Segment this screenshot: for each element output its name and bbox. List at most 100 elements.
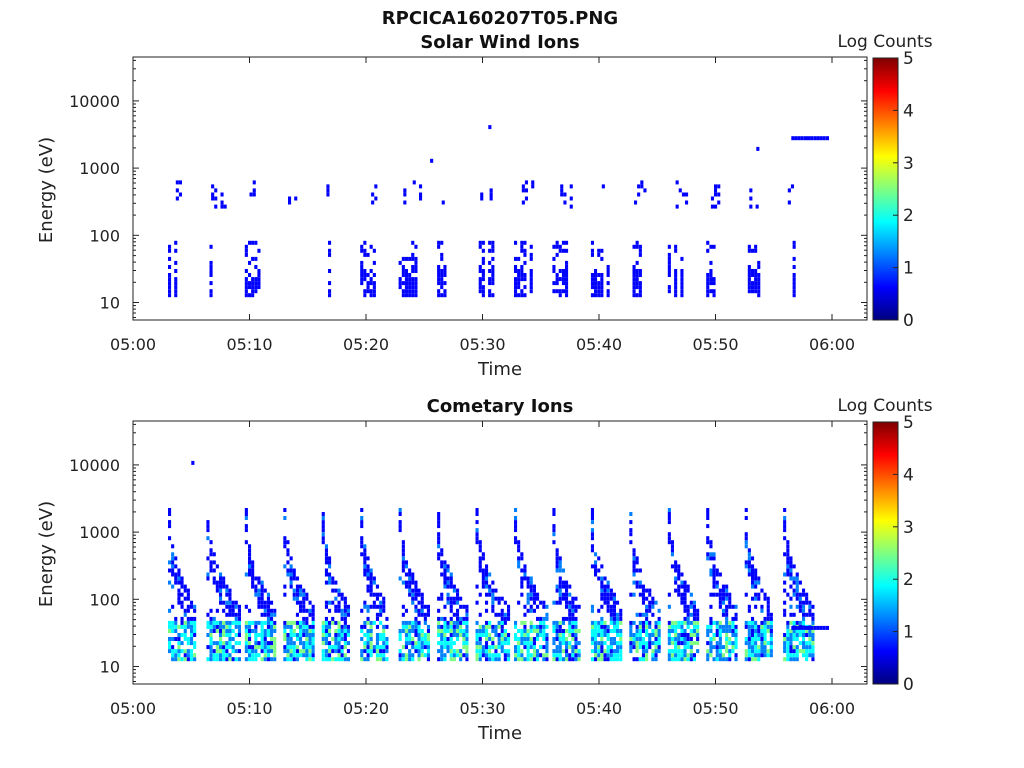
heatmap-cell: [379, 633, 383, 637]
heatmap-cell: [183, 633, 187, 637]
y-axis-label: Energy (eV): [36, 501, 57, 607]
heatmap-cell: [443, 269, 447, 273]
heatmap-cell: [805, 657, 809, 662]
heatmap-cell: [260, 657, 264, 662]
heatmap-cell: [337, 608, 341, 613]
heatmap-cell: [629, 637, 633, 641]
heatmap-cell: [404, 277, 408, 282]
colorbar-label: Log Counts: [837, 396, 932, 416]
heatmap-cell: [222, 608, 226, 613]
heatmap-cell: [456, 653, 460, 658]
heatmap-cell: [437, 608, 441, 613]
heatmap-cell: [481, 653, 485, 658]
heatmap-cell: [244, 244, 248, 249]
heatmap-cell: [597, 633, 601, 637]
heatmap-cell: [603, 592, 607, 597]
heatmap-cell: [215, 657, 219, 662]
heatmap-cell: [488, 269, 492, 273]
figure-title: RPCICA160207T05.PNG: [382, 8, 618, 29]
heatmap-cell: [369, 281, 373, 286]
heatmap-cell: [401, 612, 405, 617]
heatmap-cell: [171, 620, 175, 625]
heatmap-cell: [426, 608, 430, 613]
heatmap-cell: [266, 657, 270, 662]
heatmap-cell: [786, 653, 790, 658]
heatmap-cell: [186, 616, 190, 621]
heatmap-cell: [411, 596, 415, 601]
x-tick-label: 05:00: [110, 335, 156, 354]
colorbar-tick-label: 1: [903, 259, 914, 279]
heatmap-cell: [706, 540, 710, 545]
heatmap-cell: [363, 556, 367, 561]
heatmap-cell: [792, 277, 796, 282]
heatmap-cell: [600, 649, 604, 654]
heatmap-cell: [372, 645, 376, 650]
heatmap-cell: [500, 645, 504, 650]
heatmap-cell: [574, 616, 578, 621]
heatmap-cell: [414, 608, 418, 613]
heatmap-cell: [260, 592, 264, 597]
heatmap-cell: [667, 289, 671, 294]
heatmap-cell: [542, 600, 546, 605]
heatmap-cell: [311, 637, 315, 641]
heatmap-cell: [760, 588, 764, 593]
heatmap-cell: [751, 645, 755, 650]
heatmap-cell: [725, 649, 729, 654]
heatmap-cell: [237, 649, 241, 654]
heatmap-cell: [248, 556, 252, 561]
heatmap-cell: [372, 281, 376, 286]
heatmap-cell: [401, 273, 405, 277]
heatmap-cell: [366, 285, 370, 290]
colorbar-gradient: [872, 421, 899, 685]
heatmap-cell: [600, 645, 604, 650]
heatmap-cell: [214, 188, 218, 193]
heatmap-cell: [488, 277, 492, 282]
heatmap-cell: [507, 653, 511, 658]
heatmap-cell: [568, 604, 572, 609]
heatmap-cell: [308, 645, 312, 650]
heatmap-cell: [590, 277, 594, 282]
heatmap-cell: [791, 136, 795, 141]
heatmap-cell: [414, 584, 418, 589]
heatmap-cell: [603, 641, 607, 646]
heatmap-cell: [822, 625, 826, 630]
heatmap-cell: [609, 604, 613, 609]
heatmap-cell: [555, 560, 559, 565]
heatmap-cell: [797, 625, 801, 630]
heatmap-cell: [337, 633, 341, 637]
heatmap-cell: [709, 552, 713, 557]
heatmap-cell: [645, 620, 649, 625]
heatmap-cell: [328, 252, 332, 257]
heatmap-cell: [709, 260, 713, 265]
heatmap-cell: [231, 645, 235, 650]
heatmap-cell: [532, 584, 536, 589]
heatmap-cell: [552, 528, 556, 533]
heatmap-cell: [629, 633, 633, 637]
heatmap-cell: [651, 641, 655, 646]
heatmap-cell: [485, 584, 489, 589]
heatmap-cell: [545, 624, 549, 629]
heatmap-cell: [590, 512, 594, 516]
heatmap-cell: [529, 657, 533, 662]
heatmap-cell: [568, 645, 572, 650]
heatmap-cell: [685, 200, 689, 205]
heatmap-cell: [382, 653, 386, 658]
heatmap-cell: [337, 641, 341, 646]
heatmap-cell: [616, 657, 620, 662]
heatmap-cell: [366, 633, 370, 637]
heatmap-cell: [244, 508, 248, 512]
heatmap-cell: [260, 600, 264, 605]
heatmap-cell: [223, 204, 227, 209]
heatmap-cell: [222, 576, 226, 581]
heatmap-cell: [401, 256, 405, 261]
heatmap-cell: [494, 612, 498, 617]
heatmap-cell: [728, 653, 732, 658]
heatmap-cell: [366, 564, 370, 569]
heatmap-cell: [526, 629, 530, 633]
heatmap-cell: [789, 612, 793, 617]
heatmap-cell: [215, 564, 219, 569]
heatmap-cell: [526, 580, 530, 585]
heatmap-cell: [677, 637, 681, 641]
heatmap-cell: [379, 608, 383, 613]
heatmap-cell: [619, 633, 623, 637]
